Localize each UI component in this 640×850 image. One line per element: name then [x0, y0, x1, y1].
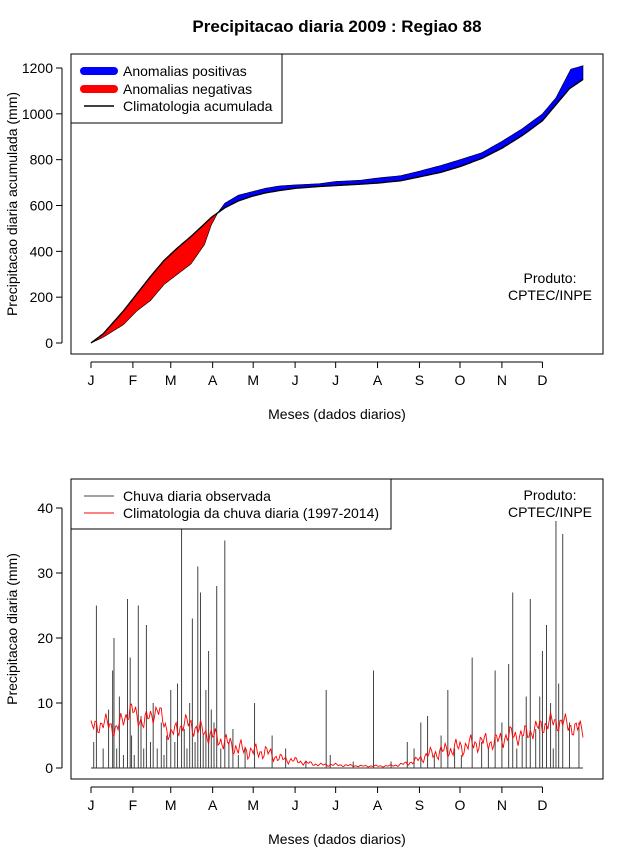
top-y-tick-label: 800	[30, 152, 54, 168]
legend-climatology-label: Climatologia acumulada	[123, 98, 273, 114]
bottom-x-tick-label: J	[332, 797, 339, 813]
bottom-x-tick-label: O	[455, 797, 466, 813]
top-x-tick-label: A	[373, 372, 383, 388]
top-x-tick-label: J	[88, 372, 95, 388]
legend-observed-label: Chuva diaria observada	[123, 488, 271, 504]
bottom-y-tick-label: 10	[37, 695, 53, 711]
bottom-x-tick-label: D	[537, 797, 547, 813]
bottom-y-tick-label: 30	[37, 565, 53, 581]
top-y-tick-label: 1200	[22, 60, 53, 76]
bottom-x-tick-label: J	[292, 797, 299, 813]
top-x-axis-label: Meses (dados diarios)	[268, 406, 406, 422]
top-y-tick-label: 600	[30, 198, 54, 214]
bottom-x-axis-label: Meses (dados diarios)	[268, 831, 406, 847]
top-y-tick-label: 0	[45, 335, 53, 351]
legend-positive-label: Anomalias positivas	[123, 63, 247, 79]
bottom-x-tick-label: A	[208, 797, 218, 813]
top-x-tick-label: O	[455, 372, 466, 388]
top-y-axis-label: Precipitacao diaria acumulada (mm)	[4, 92, 20, 316]
top-y-tick-label: 400	[30, 243, 54, 259]
legend-climatology-daily-label: Climatologia da chuva diaria (1997-2014)	[123, 505, 379, 521]
top-y-tick-label: 200	[30, 289, 54, 305]
bottom-x-tick-label: F	[129, 797, 138, 813]
bottom-x-tick-label: M	[165, 797, 177, 813]
top-x-tick-label: N	[497, 372, 507, 388]
top-x-tick-label: M	[165, 372, 177, 388]
legend-negative-label: Anomalias negativas	[123, 81, 252, 97]
bottom-credit-line1: Produto:	[524, 487, 577, 503]
bottom-y-axis-label: Precipitacao diaria (mm)	[4, 553, 20, 705]
top-x-tick-label: J	[292, 372, 299, 388]
daily-chart: 0 10 20 30 40 J F M A M J J A S O N D Precipitacao diar…	[4, 478, 604, 847]
bottom-legend: Chuva diaria observada Climatologia da c…	[70, 478, 392, 530]
top-x-tick-label: D	[537, 372, 547, 388]
climatology-cumulative-line	[90, 78, 584, 344]
bottom-x-tick-label: S	[415, 797, 424, 813]
top-legend: Anomalias positivas Anomalias negativas …	[70, 53, 283, 124]
bottom-x-tick-label: A	[373, 797, 383, 813]
top-y-tick-label: 1000	[22, 106, 53, 122]
top-plot-frame	[70, 53, 604, 355]
bottom-y-tick-label: 0	[45, 760, 53, 776]
bottom-credit-line2: CPTEC/INPE	[508, 504, 592, 520]
top-x-tick-label: A	[208, 372, 218, 388]
cumulative-chart: 0 200 400 600 800 1000 1200 J F M A M J J A S O N D Preci…	[4, 53, 604, 422]
top-x-tick-label: J	[332, 372, 339, 388]
bottom-x-tick-label: N	[497, 797, 507, 813]
negative-anomaly-area-0	[92, 212, 219, 343]
top-x-tick-label: M	[247, 372, 259, 388]
top-credit-line1: Produto:	[524, 270, 577, 286]
bottom-x-tick-label: M	[247, 797, 259, 813]
bottom-y-tick-label: 40	[37, 500, 53, 516]
bottom-x-tick-label: J	[88, 797, 95, 813]
figure-title: Precipitacao diaria 2009 : Regiao 88	[192, 17, 481, 36]
bottom-y-tick-label: 20	[37, 630, 53, 646]
top-x-tick-label: F	[129, 372, 138, 388]
daily-climatology-line	[90, 703, 584, 768]
top-credit-line2: CPTEC/INPE	[508, 287, 592, 303]
top-x-tick-label: S	[415, 372, 424, 388]
